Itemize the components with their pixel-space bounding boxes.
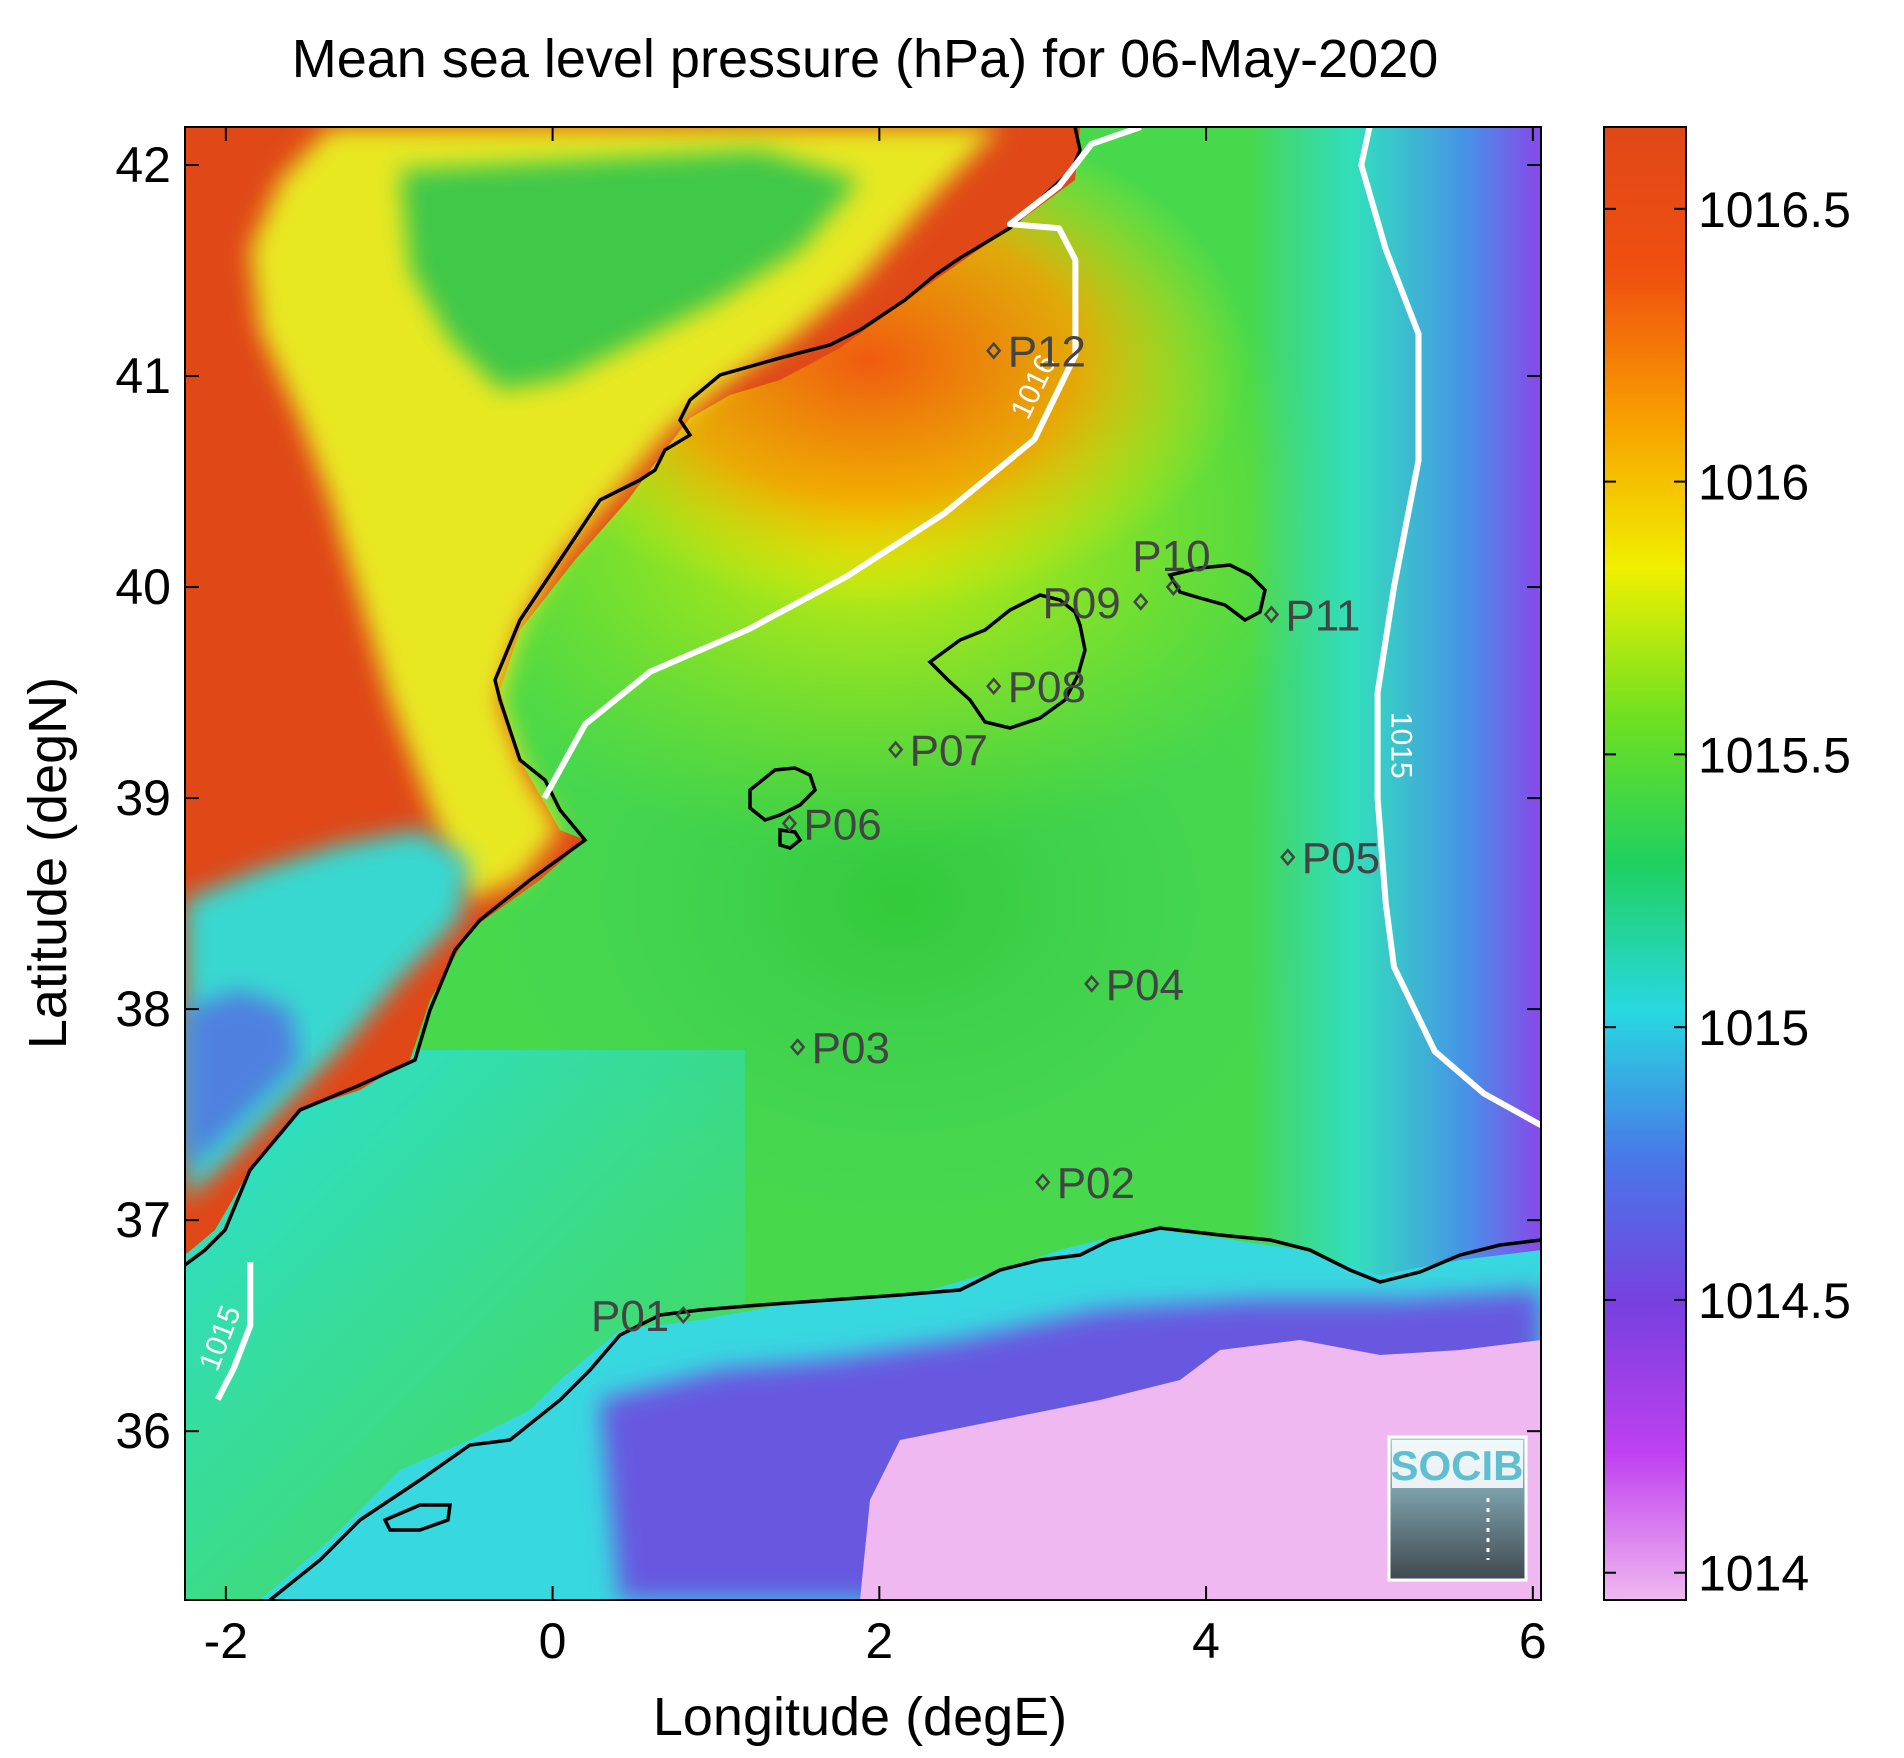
land-iberia-cyan: [185, 830, 470, 1200]
station-marker: [1263, 605, 1280, 624]
coastline-iberia: [185, 127, 1082, 1267]
station-label: P05: [1302, 834, 1380, 883]
colorbar-tick-label: 1014: [1698, 1546, 1809, 1602]
station-label: P10: [1132, 532, 1210, 581]
socib-logo-text: SOCIB: [1390, 1442, 1523, 1489]
island-ibiza: [748, 766, 818, 822]
isobar-label: 1015: [1385, 712, 1418, 779]
station-label: P11: [1285, 591, 1360, 640]
land-africa-pink: [860, 1340, 1541, 1600]
station-label: P08: [1008, 663, 1086, 712]
chart-title: Mean sea level pressure (hPa) for 06-May…: [292, 29, 1439, 89]
station-label: P09: [1042, 579, 1120, 628]
isobar-1016: [541, 127, 1142, 800]
station-label: P07: [910, 727, 988, 776]
island-formentera: [778, 828, 803, 850]
y-tick-label: 40: [115, 559, 171, 615]
coastline-africa: [268, 1226, 1541, 1600]
island-menorca: [1167, 563, 1267, 623]
plot-frame: [184, 126, 1542, 1601]
station-marker: [986, 677, 1002, 696]
station-label: P01: [591, 1292, 669, 1341]
y-tick-label: 39: [115, 770, 171, 826]
colorbar-tick-label: 1015: [1698, 1000, 1809, 1056]
station-label: P04: [1106, 961, 1184, 1010]
colorbar: [1603, 126, 1687, 1601]
colorbar-tick-label: 1016.5: [1698, 182, 1851, 238]
station-label: P06: [803, 800, 881, 849]
station-marker: [1280, 848, 1296, 867]
y-tick-label: 41: [115, 348, 171, 404]
y-tick-label: 42: [115, 137, 171, 193]
station-marker: [1035, 1173, 1051, 1192]
station-marker: [781, 814, 798, 833]
station-marker: [986, 341, 1002, 360]
x-axis: -2 0 2 4 6: [204, 127, 1547, 1669]
y-axis: 36 37 38 39 40 41 42: [115, 137, 1541, 1459]
socib-logo: SOCIB: [1387, 1435, 1528, 1582]
station-marker: [888, 740, 904, 759]
land-iberia-yellow: [250, 127, 1000, 900]
coastlines: [185, 127, 1541, 1600]
station-label: P02: [1057, 1159, 1135, 1208]
land-iberia-blue: [185, 990, 300, 1170]
x-tick-label: 6: [1519, 1613, 1547, 1669]
island-alboran: [382, 1503, 452, 1532]
socib-logo-band: [1392, 1440, 1523, 1488]
x-tick-label: 0: [539, 1613, 567, 1669]
colorbar-tick-label: 1015.5: [1698, 727, 1851, 783]
island-mallorca: [927, 593, 1087, 730]
isobar-1015: [215, 1262, 254, 1401]
station-marker: [1084, 974, 1100, 993]
colorbar-tick-label: 1016: [1698, 455, 1809, 511]
x-axis-label: Longitude (degE): [653, 1687, 1067, 1747]
station-label: P03: [812, 1024, 890, 1073]
station-label: P12: [1008, 328, 1086, 377]
station-marker: [1133, 592, 1149, 611]
station-marker: [1165, 578, 1182, 596]
station-marker: [790, 1038, 806, 1057]
station-marker: [675, 1306, 691, 1325]
y-tick-label: 36: [115, 1403, 171, 1459]
land-iberia-green: [400, 150, 860, 390]
y-axis-label: Latitude (degN): [18, 677, 78, 1049]
pressure-field: [185, 127, 1541, 1600]
isobar-1015: [1358, 127, 1541, 1128]
y-tick-label: 38: [115, 981, 171, 1037]
colorbar-ticks: 1014 1014.5 1015 1015.5 1016 1016.5: [1604, 182, 1851, 1602]
x-tick-label: 4: [1192, 1613, 1220, 1669]
x-tick-label: -2: [204, 1613, 248, 1669]
colorbar-tick-label: 1014.5: [1698, 1273, 1851, 1329]
y-tick-label: 37: [115, 1192, 171, 1248]
x-tick-label: 2: [865, 1613, 893, 1669]
